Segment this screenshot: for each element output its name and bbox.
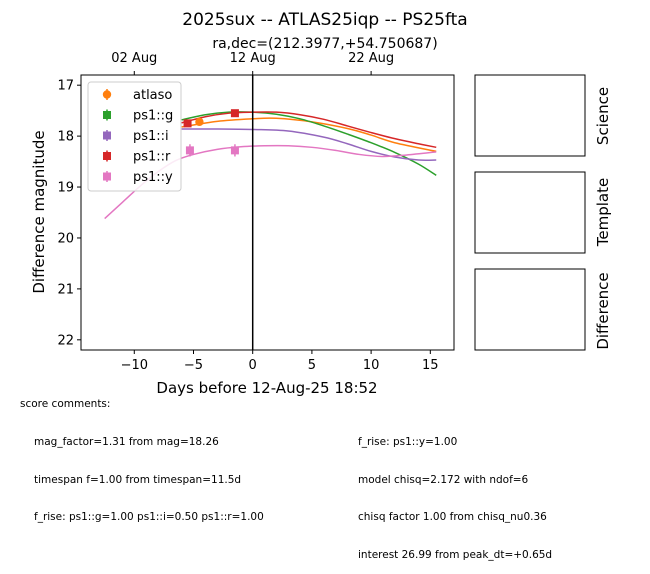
y-axis: 17 18 19 20 21 22 [57, 79, 81, 348]
y-axis-label: Difference magnitude [30, 130, 48, 293]
x-tick-label: 15 [422, 358, 439, 373]
legend-item: ps1::r [103, 150, 171, 165]
y-tick-label: 22 [57, 333, 74, 348]
difference-panel [474, 268, 586, 351]
legend-marker [103, 152, 111, 160]
comment-line: timespan f=1.00 from timespan=11.5d [34, 473, 242, 486]
point-marker [195, 117, 204, 127]
legend-item: ps1::g [103, 109, 173, 124]
y-tick-label: 19 [57, 181, 74, 196]
data-point [183, 119, 192, 128]
x-tick-label: 5 [308, 358, 316, 373]
legend-marker [102, 90, 112, 99]
y-tick-label: 21 [57, 282, 74, 297]
x-tick-label: −5 [184, 358, 203, 373]
science-label: Science [594, 87, 612, 145]
data-points [183, 109, 239, 157]
point-marker [230, 109, 239, 118]
legend-box [87, 81, 182, 192]
model-curve-ps1-r [181, 111, 437, 149]
comments-title: score comments: [20, 398, 111, 410]
chart-subtitle: ra,dec=(212.3977,+54.750687) [212, 36, 437, 52]
template-panel [474, 171, 586, 254]
y-tick-label: 20 [57, 231, 74, 246]
comment-line: chisq factor 1.00 from chisq_nu0.36 [358, 511, 547, 523]
top-axis: 02 Aug 12 Aug 22 Aug [111, 51, 394, 75]
template-label: Template [594, 178, 612, 247]
comment-line: f_rise: ps1::y=1.00 [358, 436, 458, 448]
top-tick-label: 12 Aug [230, 51, 276, 66]
x-axis-label: Days before 12-Aug-25 18:52 [156, 379, 377, 397]
legend-item: ps1::y [103, 170, 173, 185]
comment-line: interest 26.99 from peak_dt=+0.65d [358, 548, 553, 561]
data-point [230, 109, 239, 118]
y-tick-label: 18 [57, 130, 74, 145]
data-point [195, 117, 204, 127]
comment-line: f_rise: ps1::g=1.00 ps1::i=0.50 ps1::r=1… [34, 511, 264, 523]
top-tick-label: 02 Aug [111, 51, 157, 66]
legend-item: atlaso [102, 88, 172, 103]
comments-left: mag_factor=1.31 from mag=18.26 timespan … [34, 411, 264, 536]
chart-title: 2025sux -- ATLAS25iqp -- PS25fta [182, 10, 467, 30]
comments-right: f_rise: ps1::y=1.00 model chisq=2.172 wi… [358, 411, 552, 574]
plot-frame [80, 74, 455, 351]
y-tick-label: 17 [57, 79, 74, 94]
legend-label: ps1::r [133, 150, 171, 165]
comment-line: model chisq=2.172 with ndof=6 [358, 473, 529, 486]
point-marker [185, 146, 194, 155]
cutout-panels: Science Template Difference [474, 74, 612, 351]
legend-label: ps1::i [133, 129, 169, 144]
point-marker [183, 119, 192, 128]
top-tick-label: 22 Aug [348, 51, 394, 66]
legend-label: atlaso [133, 88, 172, 103]
science-panel [474, 74, 586, 157]
figure: 2025sux -- ATLAS25iqp -- PS25fta ra,dec=… [30, 10, 612, 397]
legend-marker [103, 131, 111, 140]
legend-item: ps1::i [103, 129, 169, 144]
data-point [185, 144, 194, 157]
legend-label: ps1::g [133, 109, 173, 124]
difference-label: Difference [594, 272, 612, 349]
data-point [230, 144, 239, 157]
model-curve-ps1-g [181, 111, 437, 176]
comment-line: mag_factor=1.31 from mag=18.26 [34, 436, 219, 448]
legend-marker [103, 111, 111, 119]
point-marker [230, 146, 239, 155]
legend-marker [103, 172, 111, 181]
x-tick-label: 10 [363, 358, 380, 373]
x-tick-label: 0 [249, 358, 257, 373]
x-axis: −10 −5 0 5 10 15 [121, 350, 439, 373]
legend-label: ps1::y [133, 170, 173, 185]
x-tick-label: −10 [121, 358, 148, 373]
model-curve-ps1-i [181, 128, 437, 162]
